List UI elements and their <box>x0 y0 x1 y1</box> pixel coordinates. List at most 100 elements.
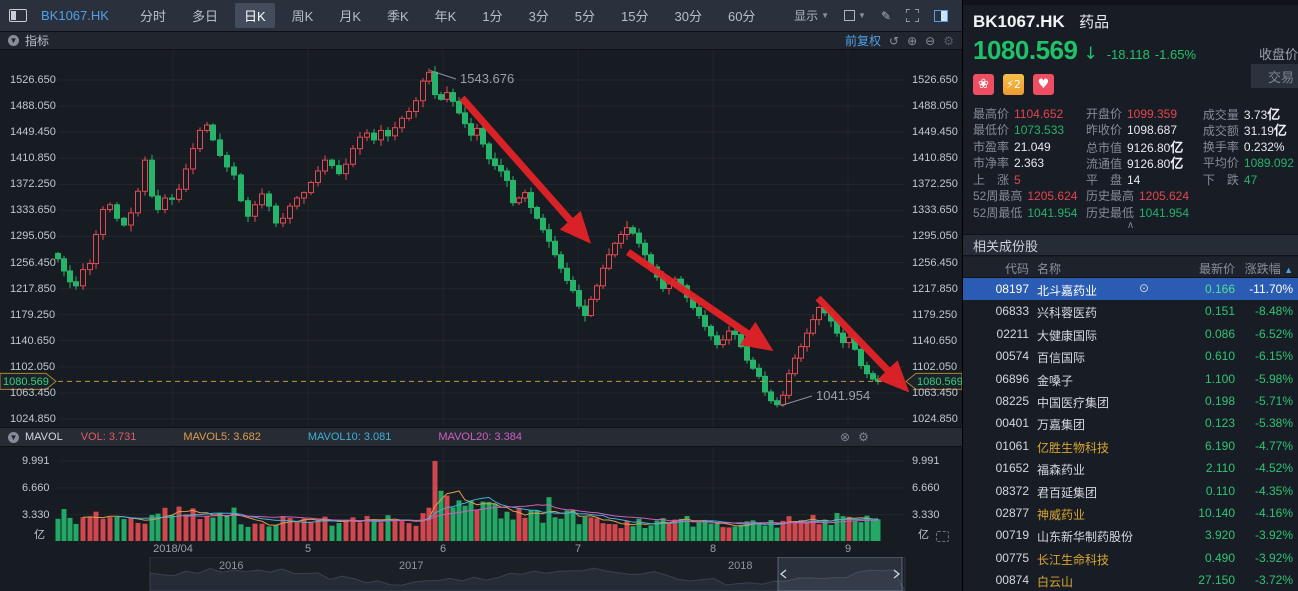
stock-row-08197[interactable]: 08197 北斗嘉药业 ⊙ 0.166 -11.70% <box>963 278 1298 301</box>
price-tick-right: 1179.250 <box>912 308 958 321</box>
toolbar-tools: 显示 ▼ ▼ ✎ <box>794 7 962 24</box>
stock-row-01652[interactable]: 01652 福森药业 2.110 -4.52% <box>963 457 1298 479</box>
stock-name: 万嘉集团 <box>1037 418 1086 433</box>
vol-unit-label: 亿 <box>918 529 929 541</box>
stock-row-06833[interactable]: 06833 兴科蓉医药 0.151 -8.48% <box>963 300 1298 322</box>
favorite-badge[interactable]: ♥ <box>1033 74 1054 95</box>
tab-60分[interactable]: 60分 <box>727 9 756 24</box>
stat-cell: 最低价 1073.533 <box>973 121 1086 138</box>
price-tick-left: 1179.250 <box>10 308 56 321</box>
tab-年K[interactable]: 年K <box>434 9 457 24</box>
vol-tick-right: 3.330 <box>912 508 940 521</box>
layout-icon[interactable] <box>9 9 27 22</box>
stats-collapse-icon[interactable]: ∧ <box>1126 219 1135 231</box>
stock-row-00719[interactable]: 00719 山东新华制药股份 3.920 -3.92% <box>963 524 1298 546</box>
closing-label: 收盘价 <box>1259 47 1298 62</box>
col-change[interactable]: 涨跌幅 ▲ <box>1244 262 1293 276</box>
stat-value: 21.049 <box>1014 139 1051 154</box>
level2-badge[interactable]: ⚡2 <box>1003 74 1024 95</box>
tab-日K[interactable]: 日K <box>234 3 275 28</box>
indicator-dropdown-icon[interactable]: ▼ <box>8 35 19 46</box>
stock-row-01061[interactable]: 01061 亿胜生物科技 6.190 -4.77% <box>963 435 1298 457</box>
side-panel-toggle-icon[interactable] <box>934 9 948 22</box>
adjust-mode-button[interactable]: 前复权 <box>845 34 882 48</box>
sort-asc-icon[interactable]: ▲ <box>1284 265 1293 275</box>
vol-tick-left: 3.330 <box>22 508 50 521</box>
tab-5分[interactable]: 5分 <box>574 9 596 24</box>
col-price[interactable]: 最新价 <box>1198 262 1235 276</box>
settings-gear-icon[interactable]: ⚙ <box>943 33 954 48</box>
stock-row-00874[interactable]: 00874 白云山 27.150 -3.72% <box>963 569 1298 591</box>
quote-symbol: BK1067.HK <box>973 12 1065 31</box>
stock-code: 08372 <box>995 483 1029 498</box>
stock-row-00574[interactable]: 00574 百信国际 0.610 -6.15% <box>963 345 1298 367</box>
stock-code: 01061 <box>995 438 1029 453</box>
indicator-label[interactable]: 指标 <box>25 34 50 48</box>
tab-3分[interactable]: 3分 <box>528 9 549 24</box>
date-tick: 6 <box>439 543 447 555</box>
stat-cell: 总市值 9126.80 亿 <box>1086 137 1203 156</box>
price-tick-right: 1295.050 <box>912 230 958 243</box>
candlestick-chart[interactable]: 1080.569 1080.569 1543.676 1041.954 <box>0 0 962 591</box>
stock-row-02211[interactable]: 02211 大健康国际 0.086 -6.52% <box>963 323 1298 345</box>
tab-分时[interactable]: 分时 <box>139 9 166 24</box>
stat-label: 下 跌 <box>1202 172 1239 187</box>
navigator-window[interactable] <box>777 556 903 591</box>
stat-row: 市净率 2.363 流通值 9126.80 亿 平均价 1089.092 <box>973 155 1298 171</box>
trade-button[interactable]: 交易 <box>1251 64 1298 88</box>
stock-name: 大健康国际 <box>1037 328 1098 343</box>
stock-row-00401[interactable]: 00401 万嘉集团 0.123 -5.38% <box>963 412 1298 434</box>
stat-value: 3.73 <box>1243 107 1268 122</box>
mavol-dropdown-icon[interactable]: ▼ <box>8 431 19 443</box>
zoom-in-icon[interactable]: ⊕ <box>907 33 918 48</box>
volume-pane-close-icon[interactable]: ⊗ <box>840 430 851 444</box>
stat-label: 市净率 <box>973 156 1010 171</box>
reset-icon[interactable]: ↺ <box>889 33 900 48</box>
zoom-out-icon[interactable]: ⊖ <box>925 33 936 48</box>
tab-1分[interactable]: 1分 <box>482 9 503 24</box>
fullscreen-icon[interactable] <box>906 9 919 22</box>
mavol-legend: VOL: 3.731 MAVOL5: 3.682 MAVOL10: 3.081 MAV… <box>81 431 569 443</box>
stat-row: 市盈率 21.049 总市值 9126.80 亿 换手率 0.232% <box>973 138 1298 155</box>
quote-price: 1080.569 <box>973 35 1078 65</box>
volume-pane-header: ▼ MAVOL VOL: 3.731 MAVOL5: 3.682 MAVOL10: … <box>0 427 962 447</box>
stock-code: 00719 <box>995 528 1029 543</box>
stock-row-08372[interactable]: 08372 君百延集团 0.110 -4.35% <box>963 480 1298 502</box>
price-tick-left: 1410.850 <box>10 152 56 165</box>
symbol-label[interactable]: BK1067.HK <box>41 8 109 23</box>
stock-row-02877[interactable]: 02877 神威药业 10.140 -4.16% <box>963 502 1298 524</box>
price-tick-right: 1333.650 <box>912 204 958 217</box>
stock-code: 02877 <box>995 506 1029 520</box>
tab-30分[interactable]: 30分 <box>674 9 702 24</box>
tab-周K[interactable]: 周K <box>291 9 314 24</box>
chart-tool-icon[interactable] <box>936 531 949 542</box>
stat-value: 1099.359 <box>1126 106 1178 121</box>
chart-style-dropdown[interactable]: ▼ <box>844 10 866 21</box>
date-tick: 7 <box>574 543 582 555</box>
constituents-table-header: 代码 名称 最新价 涨跌幅 ▲ <box>963 257 1298 278</box>
mavol-name[interactable]: MAVOL <box>25 431 63 443</box>
stock-row-08225[interactable]: 08225 中国医疗集团 0.198 -5.71% <box>963 390 1298 412</box>
stock-row-00775[interactable]: 00775 长江生命科技 0.490 -3.92% <box>963 547 1298 569</box>
stock-price: 0.086 <box>1204 326 1235 341</box>
stock-change: -6.52% <box>1254 326 1293 341</box>
tab-季K[interactable]: 季K <box>386 9 409 24</box>
stock-price: 0.198 <box>1204 394 1235 408</box>
price-tick-right: 1102.050 <box>912 360 958 373</box>
tab-月K[interactable]: 月K <box>339 9 361 24</box>
current-price-tag-left: 1080.569 <box>3 376 49 388</box>
col-name[interactable]: 名称 <box>1037 262 1062 276</box>
volume-pane-settings-icon[interactable]: ⚙ <box>858 430 869 444</box>
stock-price: 0.490 <box>1204 550 1235 565</box>
tab-多日[interactable]: 多日 <box>191 9 218 24</box>
tab-15分[interactable]: 15分 <box>621 9 649 24</box>
display-dropdown[interactable]: 显示 ▼ <box>794 9 830 23</box>
stock-name: 白云山 <box>1037 575 1074 590</box>
draw-pen-icon[interactable]: ✎ <box>880 8 891 23</box>
quote-change-pct: -1.65% <box>1154 47 1197 62</box>
stat-cell: 52周最高 1205.624 <box>973 187 1086 204</box>
hk-market-badge[interactable]: ❀ <box>973 74 994 95</box>
col-code[interactable]: 代码 <box>1004 262 1029 276</box>
stock-row-06896[interactable]: 06896 金嗓子 1.100 -5.98% <box>963 368 1298 390</box>
